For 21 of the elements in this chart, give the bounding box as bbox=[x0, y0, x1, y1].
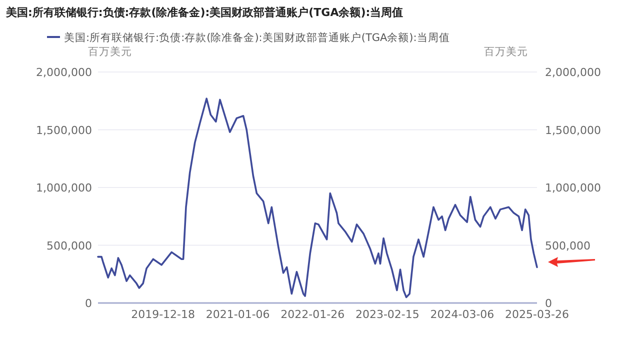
y-axis-title: 百万美元 bbox=[88, 45, 132, 58]
y2-tick-label: 0 bbox=[545, 297, 552, 310]
y2-axis-title: 百万美元 bbox=[484, 45, 528, 58]
x-tick-label: 2023-02-15 bbox=[355, 308, 420, 321]
y-tick-label: 500,000 bbox=[46, 239, 92, 252]
y-tick-label: 1,000,000 bbox=[36, 182, 92, 194]
x-tick-label: 2024-03-06 bbox=[430, 308, 494, 321]
x-tick-label: 2025-03-26 bbox=[505, 308, 569, 321]
x-tick-label: 2022-01-26 bbox=[280, 308, 345, 321]
legend-label: 美国:所有联储银行:负债:存款(除准备金):美国财政部普通账户(TGA余额):当周值 bbox=[64, 31, 450, 44]
y2-tick-label: 1,000,000 bbox=[545, 182, 601, 194]
y-tick-label: 2,000,000 bbox=[36, 66, 92, 79]
y2-tick-label: 500,000 bbox=[545, 239, 590, 252]
y-tick-label: 1,500,000 bbox=[36, 124, 92, 137]
y2-tick-label: 2,000,000 bbox=[545, 66, 601, 79]
y2-tick-label: 1,500,000 bbox=[545, 124, 601, 137]
line-series bbox=[97, 98, 538, 298]
chart-title: 美国:所有联储银行:负债:存款(除准备金):美国财政部普通账户(TGA余额):当周值 bbox=[5, 6, 404, 19]
y-tick-label: 0 bbox=[85, 297, 92, 310]
x-tick-label: 2019-12-18 bbox=[131, 308, 196, 321]
x-tick-label: 2021-01-06 bbox=[206, 308, 270, 321]
